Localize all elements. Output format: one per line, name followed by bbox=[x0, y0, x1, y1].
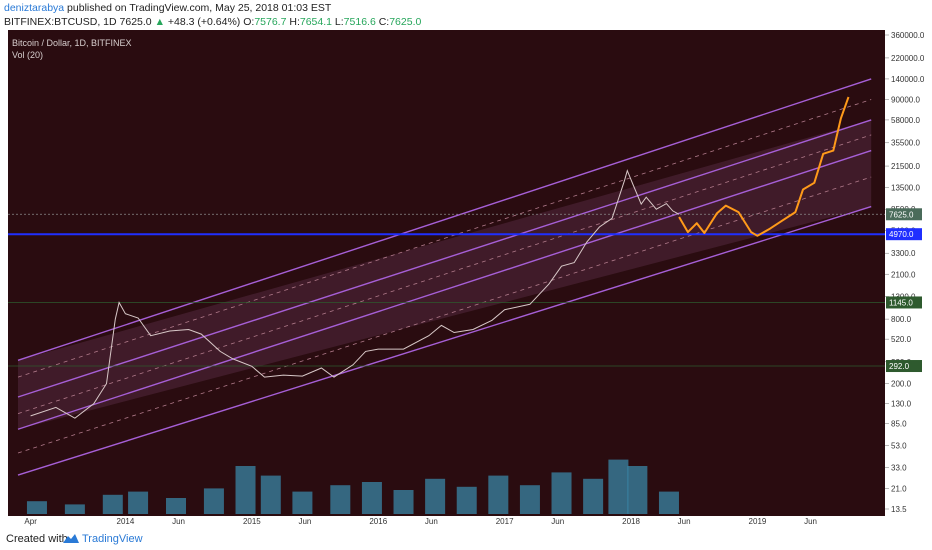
x-tick-label: Jun bbox=[172, 517, 185, 526]
x-tick-label: Jun bbox=[298, 517, 311, 526]
chart-title: Bitcoin / Dollar, 1D, BITFINEX bbox=[12, 38, 132, 48]
x-tick-label: Apr bbox=[24, 517, 37, 526]
x-tick-label: Jun bbox=[804, 517, 817, 526]
channel-mid-line bbox=[17, 176, 872, 454]
y-tick-label: 3300.0 bbox=[891, 249, 916, 258]
x-tick-label: Jun bbox=[425, 517, 438, 526]
footer: Created with TradingView bbox=[0, 527, 932, 550]
high-value: 7654.1 bbox=[299, 16, 332, 28]
open-value: 7576.7 bbox=[254, 16, 287, 28]
volume-bar bbox=[488, 475, 509, 514]
volume-bar bbox=[128, 491, 149, 514]
open-label: O: bbox=[243, 16, 255, 28]
y-tick-label: 140000.0 bbox=[891, 75, 925, 84]
price-scale bbox=[885, 30, 926, 516]
price-label-box bbox=[886, 296, 922, 309]
y-tick-label: 13500.0 bbox=[891, 184, 920, 193]
tradingview-logo-icon bbox=[63, 534, 79, 543]
price-label-box bbox=[886, 228, 922, 241]
y-tick-label: 2100.0 bbox=[891, 270, 916, 279]
x-tick-label: Jun bbox=[678, 517, 691, 526]
x-tick-label: 2018 bbox=[622, 517, 640, 526]
volume-bar bbox=[235, 466, 256, 514]
volume-bar bbox=[166, 498, 187, 514]
channel-line[interactable] bbox=[17, 149, 872, 430]
price-label: 292.0 bbox=[889, 362, 910, 371]
close-value: 7625.0 bbox=[389, 16, 422, 28]
low-value: 7516.6 bbox=[343, 16, 376, 28]
x-tick-label: 2016 bbox=[369, 517, 387, 526]
author-link[interactable]: deniztarabya bbox=[4, 2, 65, 14]
x-tick-label: 2015 bbox=[243, 517, 261, 526]
price-label: 1145.0 bbox=[889, 298, 913, 307]
price-series-line bbox=[30, 169, 680, 419]
publish-header: deniztarabya published on TradingView.co… bbox=[4, 0, 924, 30]
channel-line[interactable] bbox=[17, 119, 872, 398]
price-label-box bbox=[886, 208, 922, 221]
volume-bar bbox=[102, 494, 123, 514]
volume-bar bbox=[583, 478, 604, 514]
ohlc-line: BITFINEX:BTCUSD, 1D 7625.0 ▲ +48.3 (+0.6… bbox=[4, 16, 421, 28]
channel-mid-line bbox=[17, 134, 872, 414]
y-tick-label: 21500.0 bbox=[891, 162, 920, 171]
y-tick-label: 130.0 bbox=[891, 400, 912, 409]
x-tick-label: 2019 bbox=[749, 517, 767, 526]
y-tick-label: 800.0 bbox=[891, 315, 912, 324]
price-label: 7625.0 bbox=[889, 210, 914, 219]
close-label: C: bbox=[378, 16, 390, 28]
x-tick-label: 2017 bbox=[496, 517, 514, 526]
projection-line[interactable] bbox=[678, 96, 850, 237]
publish-line: deniztarabya published on TradingView.co… bbox=[4, 2, 331, 14]
time-scale bbox=[8, 516, 885, 527]
last-price: 7625.0 bbox=[119, 16, 152, 28]
price-label: 4970.0 bbox=[889, 230, 914, 239]
change-value: +48.3 (+0.64%) bbox=[167, 16, 241, 28]
volume-bar bbox=[658, 491, 679, 514]
tradingview-brand[interactable]: TradingView bbox=[82, 533, 143, 545]
volume-bar bbox=[456, 486, 477, 514]
volume-bar bbox=[292, 491, 313, 514]
y-tick-label: 85.0 bbox=[891, 419, 907, 428]
y-tick-label: 90000.0 bbox=[891, 95, 920, 104]
channel-mid-line bbox=[17, 99, 872, 378]
y-tick-label: 21.0 bbox=[891, 484, 907, 493]
created-with-text: Created with bbox=[6, 533, 68, 545]
price-label-box bbox=[886, 360, 922, 373]
y-tick-label: 360000.0 bbox=[891, 31, 925, 40]
channel-line[interactable] bbox=[17, 205, 872, 476]
y-tick-label: 13.5 bbox=[891, 505, 907, 514]
x-tick-label: Jun bbox=[551, 517, 564, 526]
low-label: L: bbox=[334, 16, 344, 28]
volume-bar bbox=[330, 485, 351, 514]
plot-background bbox=[8, 30, 885, 516]
y-tick-label: 520.0 bbox=[891, 335, 912, 344]
y-tick-label: 58000.0 bbox=[891, 116, 920, 125]
up-arrow-icon: ▲ bbox=[154, 16, 165, 28]
y-tick-label: 200.0 bbox=[891, 380, 912, 389]
volume-bar bbox=[203, 488, 224, 514]
y-tick-label: 53.0 bbox=[891, 441, 907, 450]
volume-bar bbox=[551, 472, 572, 514]
volume-bar bbox=[627, 466, 648, 514]
volume-bar bbox=[608, 459, 629, 514]
x-tick-label: 2014 bbox=[117, 517, 135, 526]
volume-bar bbox=[64, 504, 85, 514]
volume-bar bbox=[519, 485, 540, 514]
high-label: H: bbox=[289, 16, 300, 28]
volume-bar bbox=[26, 501, 47, 514]
y-tick-label: 220000.0 bbox=[891, 54, 925, 63]
y-tick-label: 33.0 bbox=[891, 463, 907, 472]
published-text: published on TradingView.com, May 25, 20… bbox=[67, 2, 332, 14]
symbol-label: BITFINEX:BTCUSD, 1D bbox=[4, 16, 117, 28]
volume-bar bbox=[393, 490, 414, 514]
price-chart[interactable]: 360000.0 220000.0 140000.0 90000.0 58000.0 35… bbox=[8, 30, 926, 527]
volume-bar bbox=[425, 478, 446, 514]
volume-bar bbox=[361, 482, 382, 514]
volume-bar bbox=[260, 475, 281, 514]
channel-line[interactable] bbox=[17, 78, 872, 361]
y-tick-label: 35500.0 bbox=[891, 139, 920, 148]
volume-legend: Vol (20) bbox=[12, 50, 43, 60]
